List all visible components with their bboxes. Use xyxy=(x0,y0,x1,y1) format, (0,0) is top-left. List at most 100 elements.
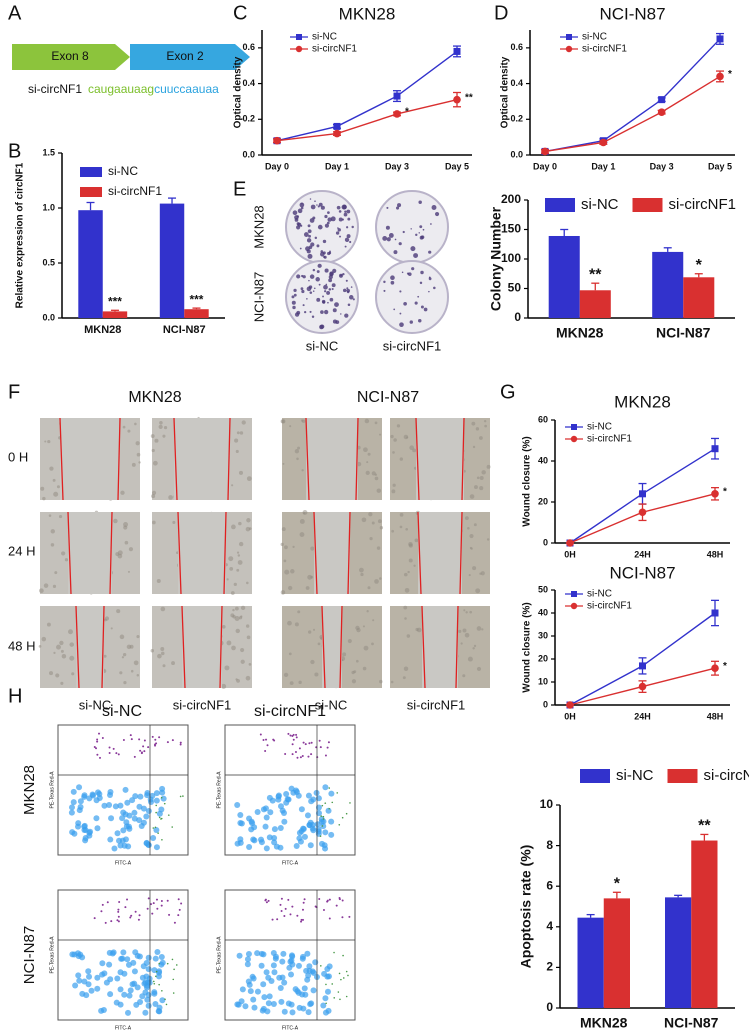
event xyxy=(142,745,145,748)
colony xyxy=(323,284,328,290)
colony xyxy=(322,239,327,244)
cell xyxy=(172,520,176,524)
wound-edge xyxy=(461,417,465,501)
legend-marker xyxy=(571,591,577,597)
cell xyxy=(310,659,315,665)
event xyxy=(171,826,174,828)
y-axis-label: Optical density xyxy=(500,56,511,128)
event xyxy=(245,951,252,958)
event xyxy=(107,791,114,798)
event xyxy=(120,827,127,834)
cell xyxy=(301,469,304,472)
event xyxy=(124,906,127,909)
cell xyxy=(474,485,478,490)
event xyxy=(153,982,156,985)
cell xyxy=(238,616,243,620)
event xyxy=(119,815,126,822)
legend-label: si-NC xyxy=(312,32,337,43)
colony xyxy=(420,270,424,275)
cell xyxy=(232,608,235,612)
cell xyxy=(478,436,483,440)
cell xyxy=(280,542,284,546)
axis-label: PE-Texas Red-A xyxy=(49,771,55,809)
colony xyxy=(346,290,350,294)
cell xyxy=(230,591,235,595)
event xyxy=(300,918,303,921)
cell xyxy=(230,613,235,618)
cell xyxy=(133,660,139,666)
event xyxy=(328,831,335,838)
column-label: si-circNF1 xyxy=(407,697,466,712)
event xyxy=(307,1001,314,1008)
event xyxy=(246,843,253,850)
colony xyxy=(328,274,333,280)
event xyxy=(310,741,313,744)
event xyxy=(173,921,176,924)
legend-marker xyxy=(566,34,572,40)
cell xyxy=(403,572,408,577)
cell xyxy=(462,628,467,633)
cell xyxy=(486,538,490,541)
event xyxy=(292,733,295,736)
cell xyxy=(475,427,480,431)
cell xyxy=(158,424,163,429)
event xyxy=(310,753,313,756)
event xyxy=(158,954,165,961)
column-label: si-circNF1 xyxy=(383,338,442,353)
y-tick-label: 0 xyxy=(543,699,548,709)
significance: ** xyxy=(465,92,473,103)
y-tick-label: 0.2 xyxy=(510,114,523,124)
cell xyxy=(351,679,357,684)
event xyxy=(149,903,152,906)
cell xyxy=(151,448,155,453)
colony xyxy=(307,253,313,259)
colony xyxy=(399,322,404,328)
dish xyxy=(285,260,359,334)
cell xyxy=(55,673,60,678)
colony xyxy=(306,298,308,300)
event xyxy=(137,999,144,1006)
legend-label: si-NC xyxy=(587,422,612,433)
cell xyxy=(359,567,364,573)
colony xyxy=(388,233,394,238)
cell xyxy=(376,488,382,493)
cell xyxy=(391,529,395,533)
wound-edge xyxy=(459,511,463,595)
cell xyxy=(127,570,130,573)
cell xyxy=(374,579,379,584)
event xyxy=(155,898,158,901)
wound-edge xyxy=(219,605,223,689)
cell xyxy=(484,424,487,428)
cell xyxy=(403,605,408,610)
marker xyxy=(599,138,608,147)
event xyxy=(153,790,160,797)
cell xyxy=(237,560,243,565)
event xyxy=(324,973,331,980)
event xyxy=(122,739,125,742)
colony xyxy=(332,308,337,313)
event xyxy=(76,977,83,984)
event xyxy=(244,961,251,968)
event xyxy=(168,913,171,916)
cell xyxy=(415,627,419,632)
colony xyxy=(324,290,327,293)
legend-label: si-circNF1 xyxy=(312,44,357,55)
cell xyxy=(363,645,369,651)
colony xyxy=(385,225,390,230)
wound xyxy=(416,418,464,500)
legend-swatch xyxy=(80,167,102,177)
event xyxy=(254,950,261,957)
cell xyxy=(310,546,315,551)
event xyxy=(70,799,77,806)
y-tick-label: 50 xyxy=(538,584,548,594)
wound-edge xyxy=(67,511,72,595)
cell xyxy=(151,490,157,495)
event xyxy=(262,739,265,742)
cell xyxy=(237,554,241,557)
cell xyxy=(104,616,110,621)
cell xyxy=(162,664,166,668)
event xyxy=(345,812,348,815)
cell xyxy=(228,556,234,562)
event xyxy=(300,1005,307,1012)
marker xyxy=(639,490,646,498)
